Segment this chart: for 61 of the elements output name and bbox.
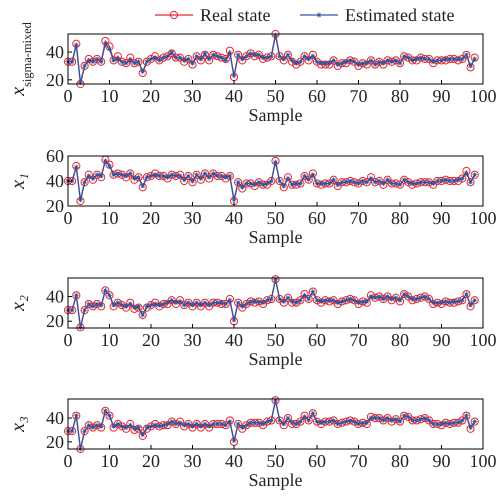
x-tick-label: 80 (391, 208, 409, 228)
x-tick-label: 50 (266, 208, 284, 228)
x-tick-label: 90 (432, 330, 450, 350)
x-tick-label: 20 (142, 86, 160, 106)
y-tick-label: 40 (46, 286, 64, 307)
x-tick-label: 60 (308, 451, 326, 471)
x-tick-label: 60 (308, 208, 326, 228)
x-tick-label: 10 (100, 208, 118, 228)
x-tick-label: 80 (391, 451, 409, 471)
x-tick-label: 50 (266, 86, 284, 106)
y-tick-label: 20 (46, 432, 64, 452)
x-tick-label: 60 (308, 86, 326, 106)
x-tick-label: 70 (350, 208, 368, 228)
x-tick-label: 50 (266, 451, 284, 471)
x-tick-label: 10 (100, 451, 118, 471)
x-tick-label: 10 (100, 330, 118, 350)
y-tick-label: 20 (46, 311, 64, 332)
x-tick-label: 20 (142, 451, 160, 471)
y-axis-title: x₁ (7, 173, 29, 190)
x-tick-label: 70 (350, 86, 368, 106)
y-axis-title: x₃ (7, 416, 29, 433)
x-tick-label: 90 (432, 451, 450, 471)
x-tick-label: 20 (142, 330, 160, 350)
x-tick-label: 0 (64, 86, 72, 106)
x-tick-label: 80 (391, 330, 409, 350)
x-tick-label: 0 (64, 330, 72, 350)
y-tick-label: 40 (46, 408, 64, 428)
x-axis-title: Sample (248, 349, 302, 369)
legend-label: Real state (200, 5, 270, 25)
x-tick-label: 40 (225, 330, 243, 350)
x-tick-label: 0 (64, 208, 72, 228)
y-tick-label: 60 (46, 146, 64, 166)
y-axis-title: x₂ (7, 295, 29, 312)
x-tick-label: 50 (266, 330, 284, 350)
x-tick-label: 100 (470, 451, 496, 471)
x-tick-label: 40 (225, 208, 243, 228)
x-tick-label: 100 (470, 208, 496, 228)
x-tick-label: 30 (184, 451, 202, 471)
x-tick-label: 70 (350, 451, 368, 471)
x-tick-label: 70 (350, 330, 368, 350)
x-tick-label: 90 (432, 86, 450, 106)
x-tick-label: 0 (64, 451, 72, 471)
x-tick-label: 30 (184, 86, 202, 106)
x-tick-label: 100 (470, 86, 496, 106)
x-tick-label: 100 (470, 330, 496, 350)
x-tick-label: 90 (432, 208, 450, 228)
legend-label: Estimated state (345, 5, 454, 25)
x-tick-label: 20 (142, 208, 160, 228)
x-tick-label: 80 (391, 86, 409, 106)
y-tick-label: 20 (46, 70, 64, 90)
x-axis-title: Sample (248, 470, 302, 490)
x-tick-label: 10 (100, 86, 118, 106)
x-tick-label: 60 (308, 330, 326, 350)
x-tick-label: 40 (225, 86, 243, 106)
y-tick-label: 40 (46, 171, 64, 191)
x-tick-label: 30 (184, 330, 202, 350)
x-axis-title: Sample (248, 105, 302, 125)
x-tick-label: 40 (225, 451, 243, 471)
x-axis-title: Sample (248, 227, 302, 247)
x-tick-label: 30 (184, 208, 202, 228)
y-tick-label: 40 (46, 42, 64, 62)
